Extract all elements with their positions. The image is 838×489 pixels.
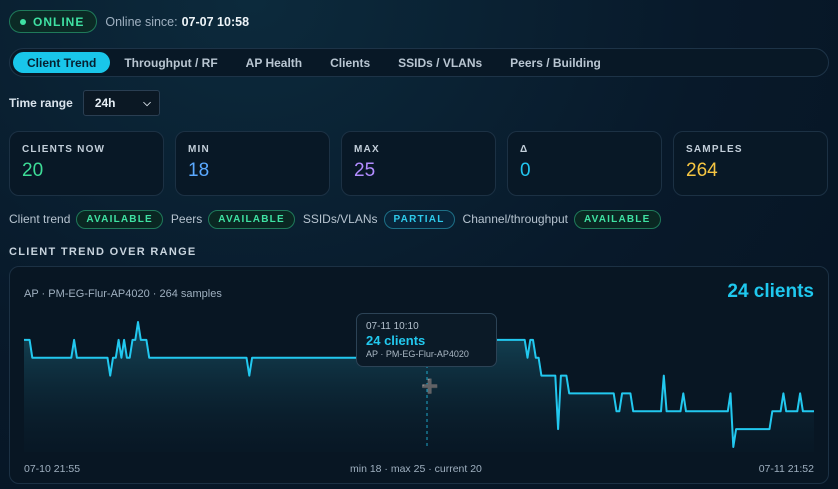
- card-max: MAX 25: [341, 131, 496, 196]
- card-min: MIN 18: [175, 131, 330, 196]
- availability-badge: PARTIAL: [383, 209, 455, 229]
- card-value: 18: [188, 160, 210, 181]
- chart-subtitle: AP · PM-EG-Flur-AP4020 · 264 samples: [24, 288, 222, 300]
- tab-throughput-rf[interactable]: Throughput / RF: [124, 55, 218, 70]
- availability-label: Client trend: [9, 212, 71, 226]
- availability-row: Client trend AVAILABLE Peers AVAILABLE S…: [9, 209, 669, 229]
- online-dot-icon: [20, 18, 26, 25]
- chart-tooltip: 07-11 10:10 24 clients AP · PM-EG-Flur-A…: [356, 313, 497, 367]
- tab-bar: Client Trend Throughput / RF AP Health C…: [9, 48, 829, 77]
- crosshair-cursor-icon: ➕: [421, 378, 439, 394]
- time-range-label: Time range: [9, 96, 73, 110]
- section-title: CLIENT TREND OVER RANGE: [9, 246, 197, 258]
- card-value: 25: [354, 160, 376, 181]
- availability-label: Peers: [170, 212, 203, 226]
- tooltip-time: 07-11 10:10: [366, 321, 419, 332]
- availability-badge: AVAILABLE: [76, 209, 163, 229]
- status-row: ONLINE Online since: 07-07 10:58: [9, 10, 249, 33]
- tab-peers-building[interactable]: Peers / Building: [510, 55, 601, 70]
- card-samples: SAMPLES 264: [673, 131, 828, 196]
- client-trend-chart[interactable]: AP · PM-EG-Flur-AP4020 · 264 samples 24 …: [9, 266, 829, 484]
- card-clients-now: CLIENTS NOW 20: [9, 131, 164, 196]
- online-status-text: ONLINE: [33, 14, 85, 29]
- availability-badge: AVAILABLE: [208, 209, 295, 229]
- card-value: 0: [520, 160, 531, 181]
- card-label: MIN: [188, 144, 210, 155]
- card-label: CLIENTS NOW: [22, 144, 106, 155]
- trend-area: [24, 322, 814, 452]
- card-label: MAX: [354, 144, 380, 155]
- online-status-badge: ONLINE: [9, 10, 98, 33]
- chart-summary: min 18 · max 25 · current 20: [350, 463, 482, 475]
- online-since-label: Online since:: [105, 14, 178, 29]
- chevron-down-icon: ⌵: [143, 97, 151, 109]
- stat-cards: CLIENTS NOW 20 MIN 18 MAX 25 Δ 0 SAMPLES…: [9, 131, 828, 196]
- tab-clients[interactable]: Clients: [330, 55, 371, 70]
- availability-label: Channel/throughput: [462, 212, 568, 226]
- tooltip-ap: AP · PM-EG-Flur-AP4020: [366, 349, 469, 359]
- time-range-row: Time range 24h ⌵: [9, 90, 160, 116]
- tab-client-trend[interactable]: Client Trend: [13, 52, 111, 73]
- availability-label: SSIDs/VLANs: [302, 212, 378, 226]
- x-axis-start-label: 07-10 21:55: [24, 463, 81, 475]
- time-range-select[interactable]: 24h ⌵: [82, 90, 160, 116]
- tab-ssids-vlans[interactable]: SSIDs / VLANs: [398, 55, 483, 70]
- chart-current-value: 24 clients: [727, 281, 814, 302]
- time-range-value: 24h: [94, 96, 116, 110]
- online-since: Online since: 07-07 10:58: [105, 15, 249, 29]
- card-delta: Δ 0: [507, 131, 662, 196]
- card-value: 20: [22, 160, 44, 181]
- availability-badge: AVAILABLE: [573, 209, 661, 229]
- online-since-value: 07-07 10:58: [181, 14, 250, 29]
- card-value: 264: [686, 160, 718, 181]
- tooltip-value: 24 clients: [366, 333, 426, 348]
- tab-ap-health[interactable]: AP Health: [245, 55, 303, 70]
- card-label: SAMPLES: [686, 144, 743, 155]
- card-label: Δ: [520, 144, 529, 155]
- x-axis-end-label: 07-11 21:52: [758, 463, 814, 475]
